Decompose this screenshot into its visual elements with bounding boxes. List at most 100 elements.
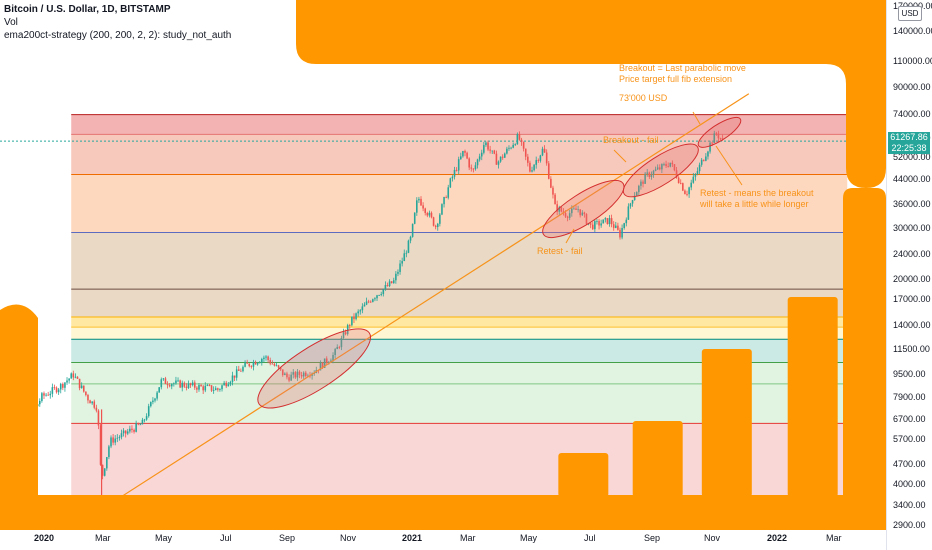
candle-body-88	[183, 382, 186, 387]
candle-body-115	[240, 370, 242, 372]
currency-button[interactable]: USD	[898, 6, 922, 21]
candle-body-251	[524, 148, 527, 157]
candle-body-51	[106, 457, 108, 469]
candle-body-78	[162, 378, 165, 380]
candle-body-108	[225, 382, 228, 387]
candle-body-197	[411, 223, 414, 237]
candle-body-38	[78, 378, 81, 389]
volume-bar-2	[701, 349, 752, 497]
candle-body-169	[353, 316, 355, 320]
candle-body-72	[150, 402, 152, 407]
candle-body-209	[436, 223, 439, 228]
price-tick-label: 11500.00	[893, 344, 930, 354]
candle-body-338	[707, 151, 709, 157]
candle-body-32	[66, 380, 68, 383]
candle-body-191	[399, 263, 401, 272]
candle-body-263	[550, 178, 552, 188]
candle-body-274	[573, 208, 575, 210]
x-tick-label: May	[520, 533, 538, 543]
volume-bar-1	[632, 421, 683, 497]
candle-body-319	[667, 165, 669, 167]
candle-body-64	[133, 429, 135, 432]
candle-body-327	[684, 190, 686, 195]
candle-body-162	[338, 347, 341, 348]
fib-fill-4	[71, 316, 848, 328]
candle-body-337	[705, 156, 707, 161]
candle-body-225	[470, 167, 473, 169]
price-tick-label: 90000.00	[893, 82, 931, 92]
price-tick-label: 36000.00	[893, 199, 931, 209]
candle-body-144	[300, 374, 303, 377]
candle-body-23	[47, 394, 49, 396]
candle-body-128	[267, 356, 269, 361]
candle-body-127	[265, 356, 267, 358]
candle-body-123	[256, 363, 259, 365]
candle-body-247	[516, 134, 519, 145]
price-tick-label: 74000.00	[893, 109, 931, 119]
candle-body-129	[269, 360, 271, 364]
candle-body-236	[493, 150, 496, 154]
candle-body-25	[51, 387, 54, 394]
candle-body-280	[585, 213, 588, 224]
candle-body-156	[325, 358, 328, 363]
candle-body-298	[623, 223, 625, 228]
candle-body-271	[566, 216, 569, 218]
candle-body-277	[579, 209, 581, 216]
candle-body-320	[669, 162, 672, 167]
candle-body-285	[596, 221, 598, 222]
price-tick-label: 3400.00	[893, 500, 926, 510]
candle-body-220	[460, 156, 462, 160]
candle-body-107	[223, 382, 225, 386]
annotation-retest-line2: will take a little while longer	[700, 199, 809, 209]
candle-body-81	[168, 385, 171, 387]
candle-body-199	[416, 200, 418, 213]
candle-body-289	[604, 218, 607, 220]
candle-body-155	[323, 358, 326, 368]
candle-body-58	[120, 433, 123, 438]
price-axis[interactable]: 170000.00140000.00110000.0090000.0074000…	[886, 0, 932, 550]
x-tick-label: Jul	[584, 533, 596, 543]
volume-label[interactable]: Vol	[4, 17, 18, 28]
candle-body-43	[89, 400, 91, 404]
candle-body-239	[499, 156, 502, 162]
annotation-breakout-title: Breakout = Last parabolic move	[619, 63, 746, 73]
candle-body-228	[476, 159, 479, 166]
candle-body-28	[57, 389, 60, 393]
candle-body-140	[292, 372, 295, 375]
candle-body-53	[110, 437, 112, 447]
candle-body-74	[154, 398, 156, 401]
candle-body-136	[284, 373, 286, 376]
candle-body-55	[114, 438, 117, 443]
candle-body-218	[455, 169, 458, 171]
candle-body-86	[179, 380, 181, 388]
candle-body-60	[124, 430, 127, 434]
candle-body-44	[91, 401, 93, 404]
candle-body-165	[344, 332, 347, 335]
volume-bar-0	[558, 453, 609, 497]
candle-body-317	[663, 164, 665, 165]
candle-body-331	[692, 176, 695, 183]
candle-body-257	[537, 160, 540, 161]
candle-body-231	[483, 145, 485, 153]
candle-body-344	[719, 138, 722, 140]
candle-body-138	[288, 377, 290, 381]
price-chart[interactable]	[0, 0, 886, 550]
candle-body-343	[717, 133, 720, 139]
price-tick-label: 24000.00	[893, 249, 931, 259]
candle-body-69	[143, 419, 146, 421]
indicator-label[interactable]: ema200ct-strategy (200, 200, 2, 2): stud…	[4, 30, 232, 41]
candle-body-242	[506, 148, 508, 154]
x-tick-label: Nov	[704, 533, 721, 543]
candle-body-67	[139, 424, 142, 426]
candle-body-121	[252, 361, 255, 367]
ellipse-retest-2021	[542, 179, 625, 239]
candle-body-255	[533, 164, 535, 171]
fib-fill-0	[71, 114, 848, 135]
candle-body-243	[508, 147, 510, 149]
candle-body-133	[277, 365, 280, 368]
candle-body-92	[191, 382, 194, 386]
candle-body-287	[600, 223, 602, 226]
candle-body-70	[145, 416, 148, 420]
candle-body-272	[568, 213, 571, 218]
